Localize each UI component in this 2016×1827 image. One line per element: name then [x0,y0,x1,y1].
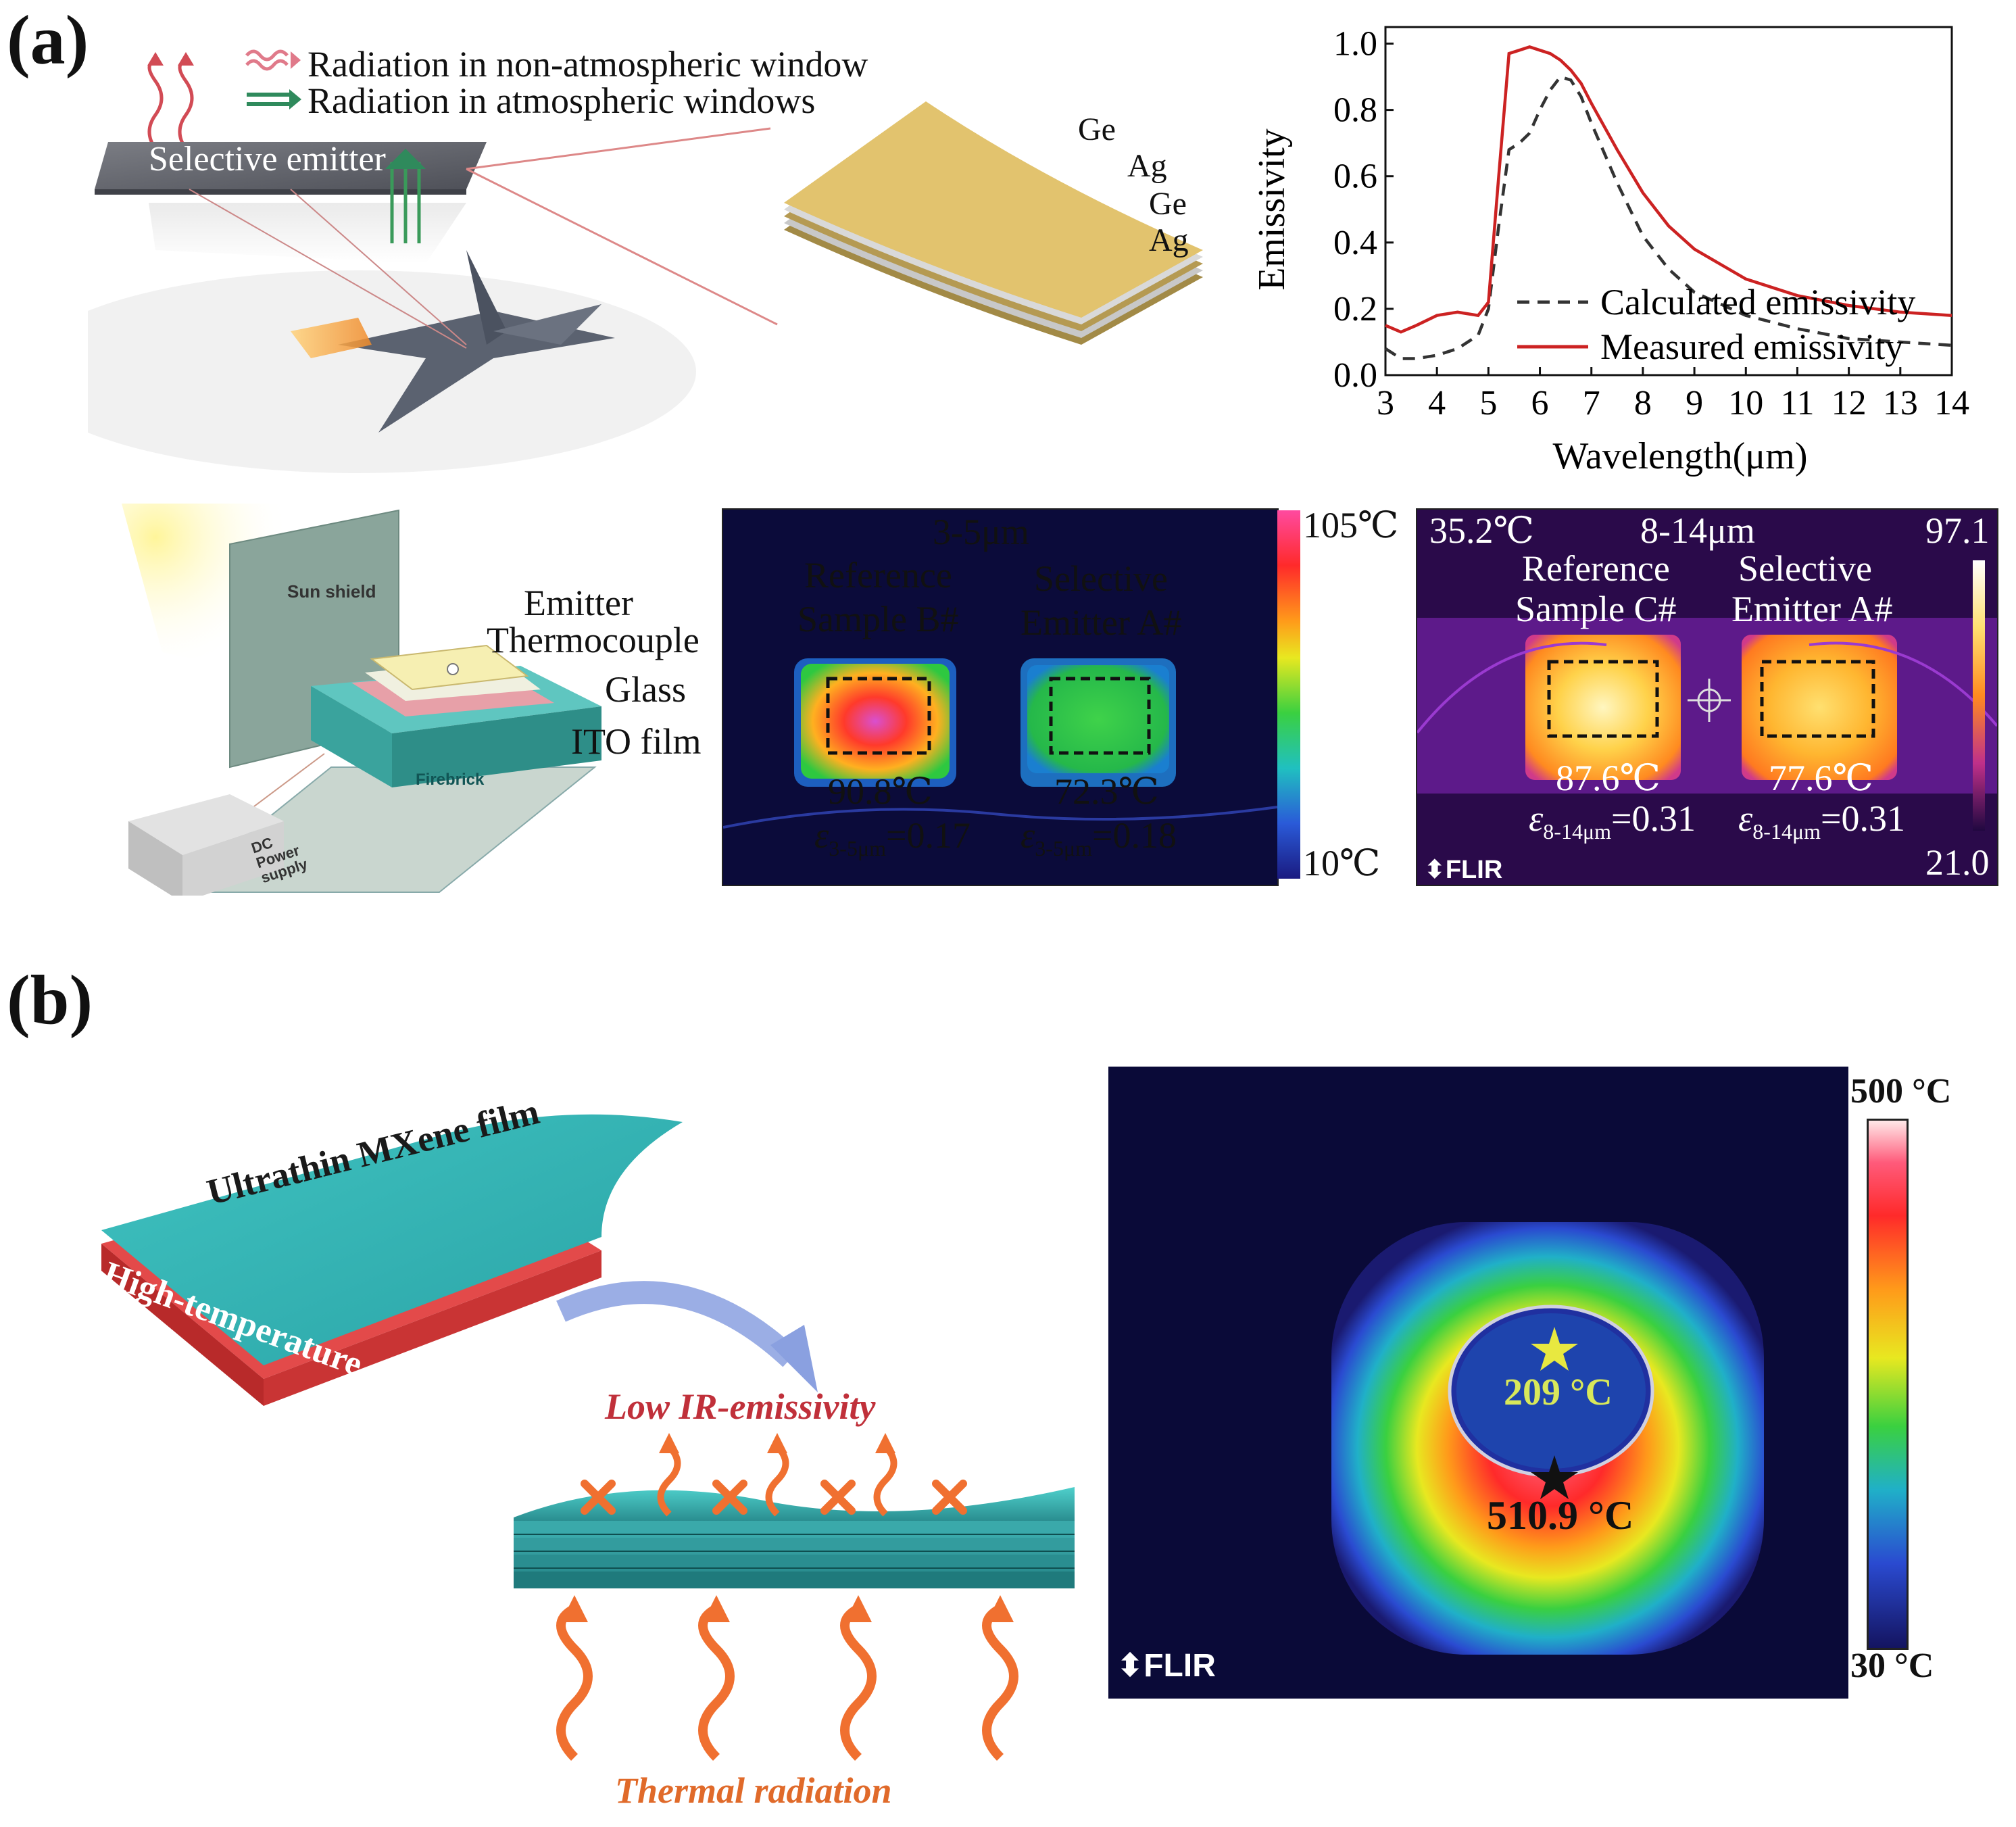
emitter-label: Emitter [524,583,633,623]
legend-calculated-label: Calculated emissivity [1600,282,1915,322]
mxene-scale-min: 30 °C [1850,1647,1934,1685]
sun-shield-label: Sun shield [287,581,376,602]
thermal-mid-scale-min: 10℃ [1303,843,1381,883]
thermal-far-colorbar [1973,560,1985,831]
emitter-aircraft-illustration [88,127,778,473]
thermal-far-corner-temp: 35.2℃ [1429,510,1534,551]
legend-atm: Radiation in atmospheric windows [308,80,816,121]
x-tick-label: 14 [1934,384,1969,422]
outer-star-icon [1531,1455,1578,1499]
thermal-far-scale-min: 21.0 [1925,842,1990,883]
thermal-far-sel-line1: Selective [1738,548,1872,589]
thermal-mid-scale-max: 105℃ [1303,505,1399,545]
series-measured-line [1385,45,1952,334]
y-tick-label: 0.2 [1333,290,1377,328]
thermal-mid-ref-line1: Reference [804,555,952,595]
setup-illustration [122,504,601,896]
thermal-image-mid: 3-5μm Reference Sample B# Selective Emit… [722,508,1279,886]
legend-non-atm: Radiation in non-atmospheric window [308,44,868,84]
thermal-mid-sel-eps: ε3-5μm=0.18 [1021,815,1177,860]
thermal-far-ref-line1: Reference [1522,548,1670,589]
firebrick-label: Firebrick [416,771,485,789]
thermal-radiation-label: Thermal radiation [615,1770,892,1811]
thermal-mid-sel-line2: Emitter A# [1021,602,1182,643]
x-tick-label: 3 [1377,384,1394,422]
thermal-far-band: 8-14μm [1640,510,1755,551]
glass-label: Glass [605,669,686,710]
x-tick-label: 7 [1583,384,1600,422]
x-tick-label: 13 [1883,384,1918,422]
chart-series [1384,45,1952,360]
series-calculated-line [1384,74,1952,360]
thermal-far-scale-max: 97.1 [1925,510,1990,551]
radiation-red-arrows-icon [147,52,194,150]
chart-axes-box [1384,26,1953,376]
thermal-mid-sel-line1: Selective [1034,558,1168,599]
panel-b-label: (b) [7,961,93,1039]
legend-measured-label: Measured emissivity [1600,326,1903,367]
x-tick-label: 6 [1531,384,1549,422]
x-tick-label: 11 [1780,384,1814,422]
x-tick-label: 9 [1686,384,1703,422]
chart-frame [1384,26,1953,376]
legend-arrows-icon [245,49,301,109]
thermal-mid-sel-temp: 72.3℃ [1054,771,1159,812]
layer-ag-1: Ag [1127,148,1167,184]
ito-film-label: ITO film [571,721,702,762]
layer-ag-2: Ag [1149,222,1189,258]
y-tick-label: 0.0 [1333,356,1377,395]
thermal-mid-band: 3-5μm [933,512,1029,552]
thermal-far-ref-line2: Sample C# [1515,589,1677,629]
inner-star-icon [1531,1327,1578,1371]
thermal-far-brand: ⬍FLIR [1424,856,1503,884]
thermal-mid-ref-eps: ε3-5μm=0.17 [814,815,970,860]
thermal-mid-colorbar [1277,510,1300,879]
low-ir-label: Low IR-emissivity [605,1386,876,1427]
mxene-illustration [101,1114,1075,1761]
thermal-far-ref-eps: ε8-14μm=0.31 [1529,798,1696,844]
chart-xlabel: Wavelength(μm) [1553,435,1808,477]
mxene-brand: ⬍FLIR [1116,1648,1216,1684]
y-tick-label: 0.8 [1333,91,1377,130]
y-tick-label: 1.0 [1333,25,1377,64]
emissivity-chart: 3 4 5 6 7 8 9 10 11 12 13 14 0.0 0.2 0.4 0.6 0.8 1.0 Emis… [1251,25,1969,477]
x-tick-label: 4 [1428,384,1446,422]
y-tick-label: 0.6 [1333,157,1377,196]
y-tick-label: 0.4 [1333,224,1377,262]
mxene-scale-max: 500 °C [1850,1072,1952,1111]
x-tick-label: 10 [1728,384,1763,422]
mxene-colorbar [1867,1119,1909,1650]
thermal-far-sel-line2: Emitter A# [1731,589,1893,629]
flir-logo-icon: ⬍ [1116,1648,1144,1684]
selective-emitter-label: Selective emitter [149,140,386,178]
inner-temp-label: 209 °C [1504,1371,1613,1413]
chart-ylabel: Emissivity [1251,128,1293,291]
ge-ag-layer-stack [784,101,1203,345]
layer-ge-2: Ge [1149,186,1187,222]
thermal-far-sel-eps: ε8-14μm=0.31 [1738,798,1905,844]
thermal-image-far: 35.2℃ 8-14μm 97.1 Reference Sample C# Se… [1416,508,1998,886]
x-tick-label: 12 [1831,384,1867,422]
chart-ticks: 3 4 5 6 7 8 9 10 11 12 13 14 0.0 0.2 0.4 0.6 0.8 1.0 [1333,25,1969,422]
thermal-mid-ref-temp: 90.8℃ [828,771,933,812]
x-tick-label: 5 [1479,384,1497,422]
panel-a-label: (a) [7,1,89,79]
thermal-far-ref-temp: 87.6℃ [1556,758,1661,798]
outer-temp-label: 510.9 °C [1487,1493,1634,1538]
flir-logo-icon: ⬍ [1424,856,1446,884]
thermocouple-label: Thermocouple [487,620,699,660]
thermal-image-mxene: 209 °C 510.9 °C ⬍FLIR [1108,1067,1848,1699]
chart-legend: Calculated emissivity Measured emissivit… [1517,282,1915,367]
layer-ge-1: Ge [1078,112,1116,147]
thermal-far-sel-temp: 77.6℃ [1769,758,1873,798]
thermal-mid-ref-line2: Sample B# [797,599,959,639]
x-tick-label: 8 [1634,384,1652,422]
